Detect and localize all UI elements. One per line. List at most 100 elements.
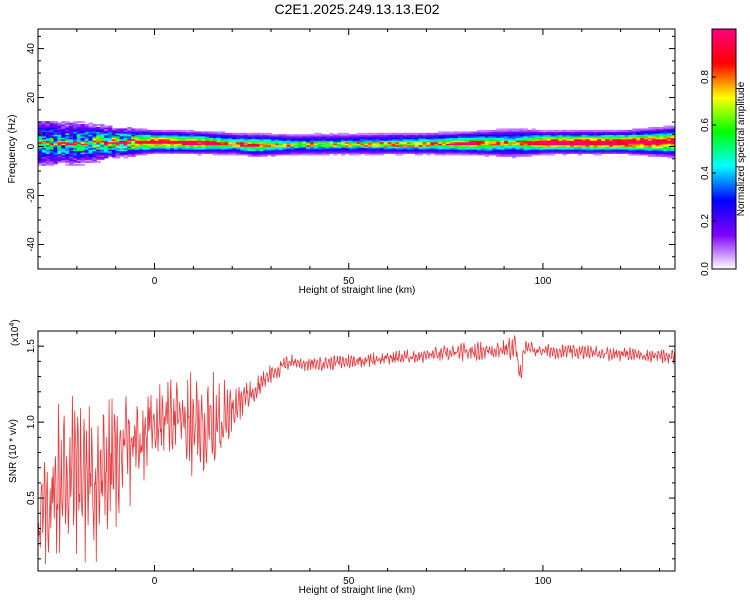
- spectrogram-cell: [628, 129, 633, 132]
- spectrogram-cell: [337, 151, 342, 154]
- spectrogram-cell: [473, 132, 478, 135]
- spectrogram-cell: [508, 135, 513, 138]
- spectrogram-cell: [438, 144, 443, 147]
- spectrogram-cell: [442, 144, 447, 147]
- spectrogram-cell: [418, 150, 424, 153]
- spectrogram-cell: [150, 132, 156, 135]
- spectrogram-cell: [469, 140, 474, 143]
- spectrogram-cell: [426, 147, 431, 150]
- spectrogram-cell: [329, 138, 334, 141]
- spectrogram-cell: [671, 125, 675, 128]
- spectrogram-cell: [212, 153, 218, 156]
- spectrogram-cell: [407, 149, 412, 152]
- spectrogram-cell: [115, 147, 121, 150]
- spectrogram-cell: [515, 147, 521, 150]
- spectrogram-cell: [546, 132, 552, 135]
- spectrogram-cell: [45, 147, 51, 150]
- spectrogram-cell: [488, 151, 494, 154]
- spectrogram-cell: [539, 153, 544, 156]
- spectrogram-cell: [53, 131, 58, 134]
- spectrogram-cell: [368, 151, 373, 154]
- spectrogram-cell: [527, 132, 532, 135]
- spectrogram-cell: [527, 134, 532, 137]
- x-tick-label: 100: [535, 576, 552, 587]
- spectrogram-cell: [271, 143, 276, 146]
- spectrogram-cell: [337, 150, 342, 153]
- spectrogram-cell: [364, 150, 369, 153]
- spectrogram-cell: [96, 132, 101, 135]
- spectrogram-cell: [150, 151, 156, 154]
- spectrogram-cell: [445, 144, 451, 147]
- spectrogram-cell: [185, 151, 191, 154]
- spectrogram-cell: [469, 151, 474, 154]
- spectrogram-cell: [667, 143, 672, 146]
- spectrogram-cell: [539, 149, 544, 152]
- spectrogram-cell: [150, 141, 156, 144]
- spectrogram-cell: [232, 153, 237, 156]
- spectrogram-cell: [663, 143, 668, 146]
- spectrogram-cell: [45, 135, 51, 138]
- spectrogram-cell: [69, 141, 74, 144]
- spectrogram-cell: [496, 131, 501, 134]
- spectrogram-cell: [640, 149, 645, 152]
- spectrogram-cell: [352, 143, 358, 146]
- spectrogram-cell: [577, 146, 583, 149]
- spectrogram-cell: [177, 131, 183, 134]
- spectrogram-cell: [527, 146, 532, 149]
- spectrogram-cell: [399, 138, 404, 141]
- spectrogram-cell: [515, 144, 521, 147]
- spectrogram-cell: [278, 149, 284, 152]
- spectrogram-cell: [640, 134, 645, 137]
- spectrogram-cell: [461, 153, 466, 156]
- spectrogram-cell: [453, 143, 459, 146]
- spectrogram-cell: [442, 147, 447, 150]
- spectrogram-cell: [80, 132, 86, 135]
- spectrogram-cell: [216, 138, 222, 141]
- spectrogram-cell: [504, 140, 509, 143]
- spectrogram-cell: [484, 147, 490, 150]
- spectrogram-cell: [469, 135, 474, 138]
- spectrogram-cell: [488, 153, 494, 156]
- spectrogram-cell: [632, 149, 637, 152]
- spectrogram-cell: [375, 143, 381, 146]
- spectrogram-cell: [263, 141, 268, 144]
- spectrogram-cell: [274, 144, 280, 147]
- spectrogram-cell: [438, 141, 443, 144]
- spectrogram-cell: [80, 125, 86, 128]
- spectrogram-cell: [193, 146, 198, 149]
- spectrogram-cell: [647, 154, 653, 157]
- spectrogram-cell: [104, 131, 109, 134]
- spectrogram-cell: [212, 143, 218, 146]
- spectrogram-cell: [306, 150, 311, 153]
- spectrogram-cell: [407, 151, 412, 154]
- spectrogram-cell: [216, 135, 222, 138]
- spectrogram-cell: [263, 154, 268, 157]
- spectrogram-cell: [577, 151, 583, 154]
- spectrogram-cell: [504, 131, 509, 134]
- spectrogram-cell: [100, 141, 105, 144]
- spectrogram-cell: [577, 131, 583, 134]
- spectrogram-cell: [185, 129, 191, 132]
- spectrogram-cell: [601, 134, 606, 137]
- spectrogram-cell: [139, 137, 144, 140]
- spectrogram-cell: [391, 143, 396, 146]
- spectrogram-cell: [212, 150, 218, 153]
- spectrogram-cell: [407, 141, 412, 144]
- spectrogram-cell: [620, 134, 626, 137]
- spectrogram-cell: [414, 147, 420, 150]
- spectrogram-cell: [255, 150, 260, 153]
- spectrogram-cell: [177, 144, 183, 147]
- spectrogram-cell: [131, 146, 136, 149]
- spectrogram-cell: [445, 143, 451, 146]
- spectrogram-cell: [53, 140, 58, 143]
- spectrogram-cell: [220, 137, 226, 140]
- spectrogram-cell: [636, 144, 641, 147]
- spectrogram-cell: [422, 143, 427, 146]
- spectrogram-cell: [554, 147, 560, 150]
- spectrogram-cell: [76, 160, 82, 163]
- spectrogram-cell: [383, 134, 389, 137]
- spectrogram-cell: [562, 143, 567, 146]
- spectrogram-cell: [659, 150, 664, 153]
- spectrogram-cell: [146, 135, 152, 138]
- spectrogram-cell: [562, 151, 567, 154]
